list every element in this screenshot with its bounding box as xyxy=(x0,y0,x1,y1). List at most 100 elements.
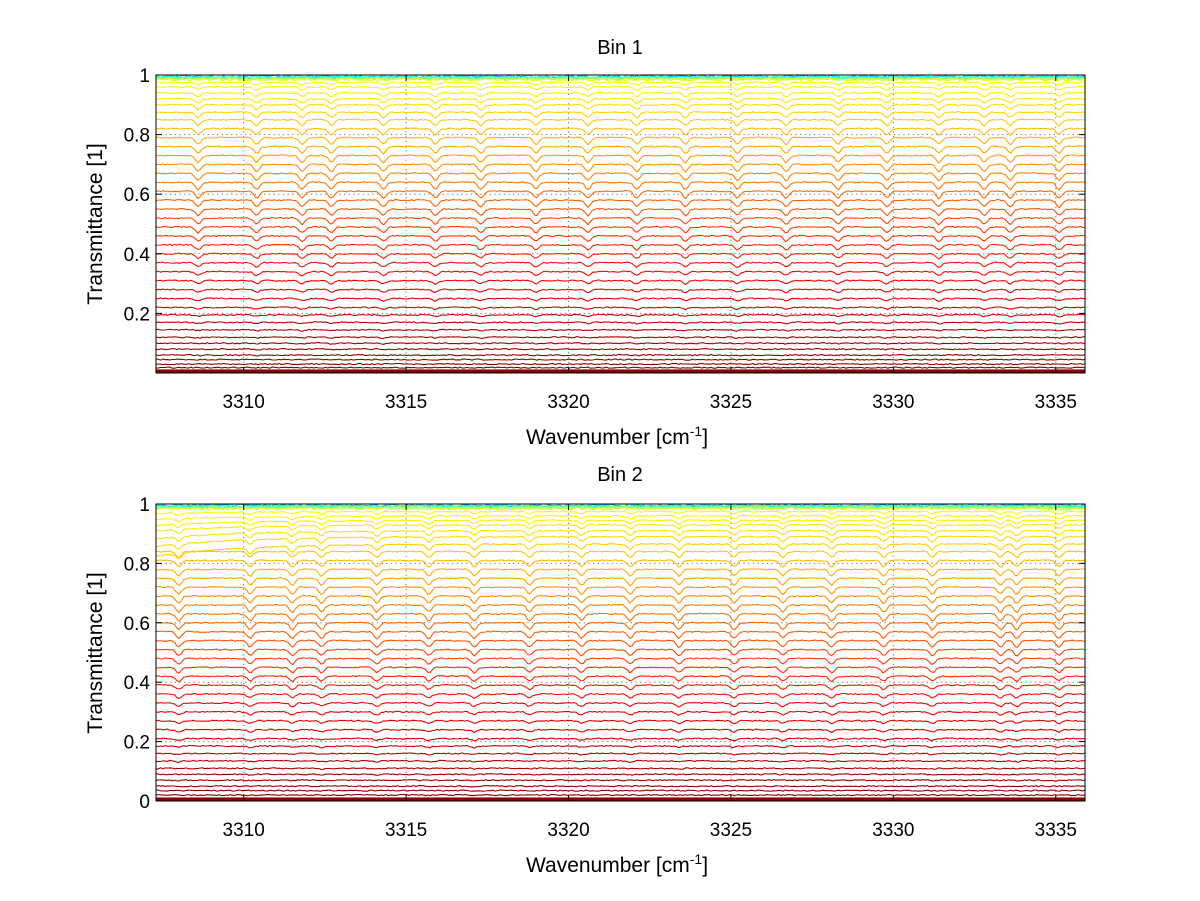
series-line xyxy=(155,199,1086,209)
series-line xyxy=(155,559,1086,568)
x-tick-label: 3315 xyxy=(385,820,427,841)
series-line xyxy=(155,127,1086,136)
series-line xyxy=(155,118,1086,127)
y-tick-label: 0.2 xyxy=(124,304,150,325)
series-line xyxy=(155,77,1086,82)
series-line xyxy=(155,728,1085,734)
series-line xyxy=(155,519,1086,528)
series-line xyxy=(155,785,1086,788)
series-line xyxy=(155,261,1086,268)
series-line xyxy=(155,353,1086,357)
series-line xyxy=(155,744,1086,749)
series-line xyxy=(155,639,1085,648)
series-line xyxy=(155,506,1086,511)
series-line xyxy=(155,752,1086,756)
series-line xyxy=(155,767,1086,770)
series-line xyxy=(155,759,1086,763)
series-line xyxy=(155,719,1085,725)
y-tick-label: 0.6 xyxy=(124,185,150,206)
series-line xyxy=(155,675,1086,683)
series-line xyxy=(155,362,1086,366)
x-tick-label: 3310 xyxy=(223,820,265,841)
series-line xyxy=(155,710,1086,716)
series-line xyxy=(155,612,1086,622)
series-line xyxy=(155,348,1085,351)
series-line xyxy=(155,279,1086,285)
series-line xyxy=(155,190,1086,200)
series-line xyxy=(155,648,1086,657)
series-line xyxy=(155,154,1086,164)
series-line xyxy=(155,568,1086,577)
x-ticks: 3310 3315 3320 3325 3330 3335 xyxy=(223,504,1077,841)
x-tick-label: 3330 xyxy=(872,392,914,413)
series-line xyxy=(155,594,1086,605)
x-tick-label: 3315 xyxy=(385,392,427,413)
series-line xyxy=(155,172,1086,182)
series-line xyxy=(155,288,1086,294)
series-line xyxy=(155,514,1086,523)
x-tick-label: 3320 xyxy=(547,392,589,413)
series-line xyxy=(155,779,1086,782)
series-line xyxy=(155,328,1086,332)
series-line xyxy=(155,504,1086,509)
x-axis-label: Wavenumber [cm-1] xyxy=(526,851,708,877)
series-line xyxy=(155,550,1086,559)
series-line xyxy=(155,510,1086,517)
series-line xyxy=(155,321,1086,325)
series-line xyxy=(155,523,1086,535)
series-line xyxy=(155,701,1085,708)
y-tick-label: 0.6 xyxy=(124,614,150,635)
series-line xyxy=(155,684,1086,691)
series-line xyxy=(155,336,1086,340)
series-line xyxy=(155,225,1086,234)
series-line xyxy=(155,91,1086,98)
series-line xyxy=(156,586,1086,596)
y-tick-label: 0.8 xyxy=(124,126,150,147)
series-line xyxy=(155,111,1086,119)
x-tick-label: 3325 xyxy=(710,820,752,841)
series-line xyxy=(155,181,1086,191)
series-line xyxy=(155,630,1086,640)
series-line xyxy=(155,103,1086,111)
y-tick-label: 1 xyxy=(139,495,150,516)
series-line xyxy=(155,773,1086,776)
x-tick-label: 3310 xyxy=(223,392,265,413)
x-axis-label: Wavenumber [cm-1] xyxy=(526,423,708,449)
series-line xyxy=(155,692,1086,700)
y-tick-label: 0.8 xyxy=(124,554,150,575)
y-tick-label: 0.2 xyxy=(124,733,150,754)
series-line xyxy=(155,535,1086,550)
y-tick-label: 1 xyxy=(139,66,150,87)
series-line xyxy=(155,737,1086,742)
y-ticks: 0.2 0.4 0.6 0.8 1 xyxy=(124,66,1085,325)
chart-title: Bin 1 xyxy=(597,37,643,59)
series-line xyxy=(155,243,1086,252)
series-line xyxy=(156,577,1086,587)
series-group xyxy=(155,74,1086,373)
series-line xyxy=(155,313,1086,318)
series-line xyxy=(156,789,1086,792)
series-line xyxy=(155,542,1085,560)
x-tick-label: 3335 xyxy=(1035,392,1077,413)
y-axis-label: Transmittance [1] xyxy=(84,572,107,733)
x-ticks: 3310 3315 3320 3325 3330 3335 xyxy=(223,75,1077,413)
series-line xyxy=(155,342,1086,345)
series-line xyxy=(155,529,1086,542)
series-line xyxy=(155,145,1086,155)
series-line xyxy=(155,234,1086,243)
y-axis-label: Transmittance [1] xyxy=(84,143,107,304)
y-ticks: 0 0.2 0.4 0.6 0.8 1 xyxy=(124,495,1085,813)
series-line xyxy=(155,85,1086,92)
series-line xyxy=(155,207,1086,217)
series-line xyxy=(155,666,1086,674)
series-line xyxy=(155,97,1086,105)
x-tick-label: 3325 xyxy=(710,392,752,413)
series-group xyxy=(155,503,1086,801)
plot-area-frame xyxy=(155,74,1086,374)
chart-bin-2: Bin 2 3310 3315 3320 3325 3330 3335 0 0.2 0.4 0.… xyxy=(84,464,1086,877)
series-line xyxy=(156,657,1086,666)
x-tick-label: 3335 xyxy=(1035,820,1077,841)
series-line xyxy=(156,358,1086,361)
x-tick-label: 3330 xyxy=(872,820,914,841)
